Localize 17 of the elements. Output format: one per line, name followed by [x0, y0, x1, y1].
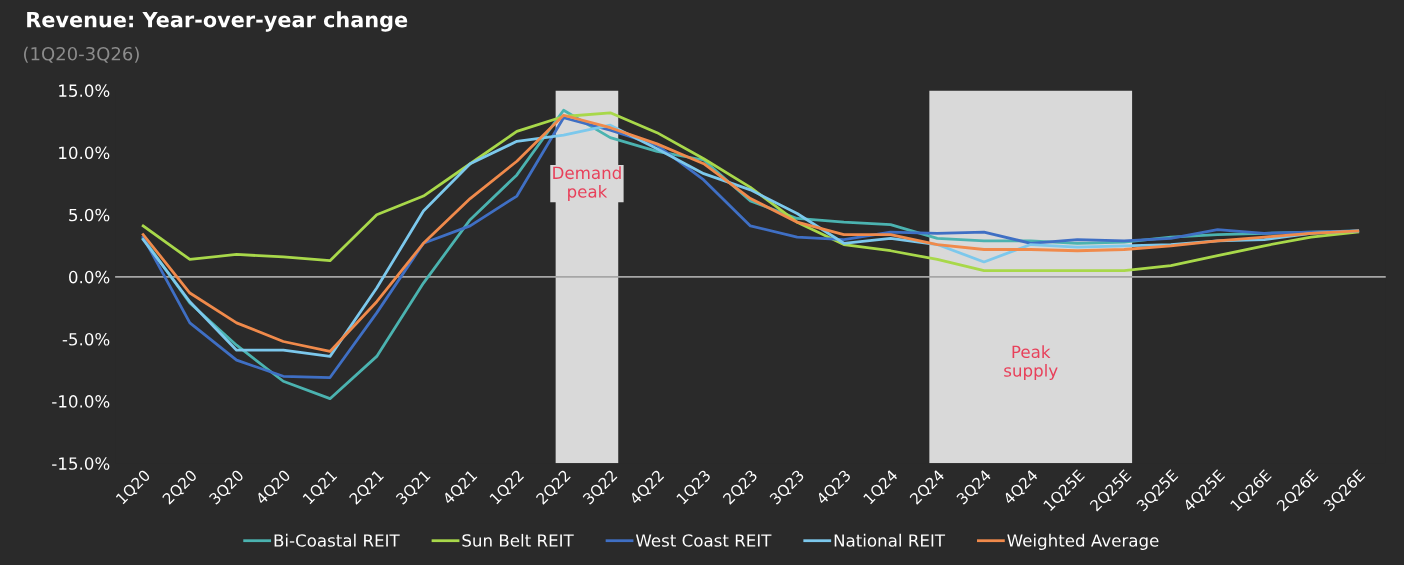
legend-label: West Coast REIT	[635, 534, 772, 547]
y-tick-label: 5.0%	[69, 208, 110, 222]
legend-label: Sun Belt REIT	[462, 533, 574, 547]
legend-label: Bi-Coastal REIT	[274, 533, 400, 547]
chart-title: Revenue: Year-over-year change	[27, 11, 408, 32]
y-tick-label: -5.0%	[62, 332, 110, 346]
y-tick-label: 10.0%	[59, 146, 110, 160]
chart-subtitle: (1Q20-3Q26)	[24, 46, 139, 63]
y-tick-label: -10.0%	[52, 395, 110, 408]
band-label: Peak supply	[1004, 345, 1058, 381]
line-series	[141, 111, 1360, 273]
y-tick-label: -15.0%	[52, 457, 110, 470]
legend-label: Weighted Average	[1007, 533, 1159, 550]
band-label: Demand peak	[553, 166, 621, 202]
y-tick-label: 0.0%	[69, 270, 110, 284]
legend-label: National REIT	[834, 533, 946, 547]
y-tick-label: 15.0%	[59, 84, 110, 97]
